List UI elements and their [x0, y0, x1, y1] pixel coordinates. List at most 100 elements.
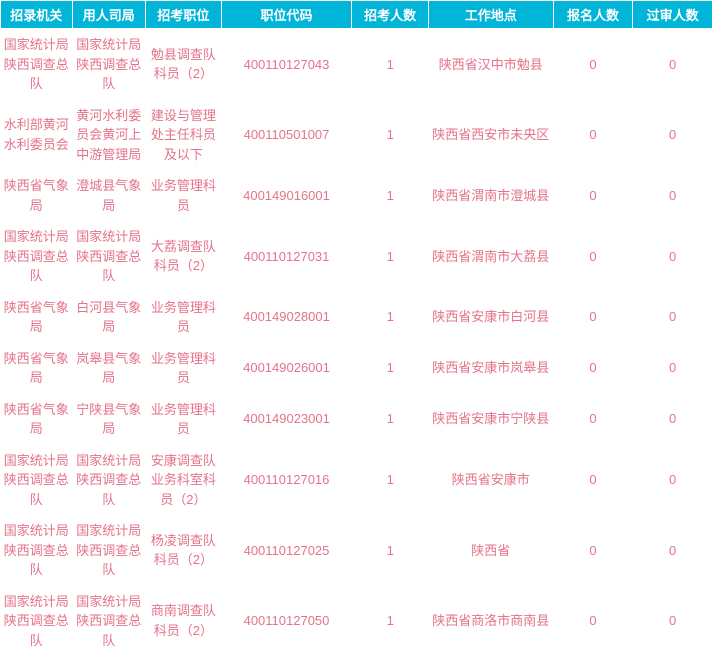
col-header-agency: 招录机关 — [1, 1, 73, 29]
table-cell: 0 — [553, 394, 633, 445]
table-cell: 0 — [553, 343, 633, 394]
table-cell: 业务管理科员 — [146, 170, 222, 221]
table-body: 国家统计局陕西调查总队国家统计局陕西调查总队勉县调查队科员（2）40011012… — [1, 29, 713, 657]
table-cell: 国家统计局陕西调查总队 — [72, 221, 146, 292]
table-cell: 1 — [352, 100, 429, 171]
table-cell: 0 — [633, 343, 713, 394]
table-cell: 400149016001 — [221, 170, 352, 221]
table-cell: 业务管理科员 — [146, 343, 222, 394]
table-cell: 1 — [352, 586, 429, 657]
table-cell: 大荔调查队科员（2） — [146, 221, 222, 292]
table-header-row: 招录机关 用人司局 招考职位 职位代码 招考人数 工作地点 报名人数 过审人数 — [1, 1, 713, 29]
table-cell: 国家统计局陕西调查总队 — [72, 29, 146, 100]
table-cell: 1 — [352, 170, 429, 221]
table-cell: 0 — [633, 29, 713, 100]
table-cell: 400110127050 — [221, 586, 352, 657]
table-cell: 400110127025 — [221, 515, 352, 586]
table-cell: 陕西省气象局 — [1, 170, 73, 221]
table-cell: 陕西省渭南市澄城县 — [428, 170, 553, 221]
table-cell: 400149023001 — [221, 394, 352, 445]
table-cell: 0 — [553, 100, 633, 171]
table-row: 国家统计局陕西调查总队国家统计局陕西调查总队杨凌调查队科员（2）40011012… — [1, 515, 713, 586]
table-cell: 1 — [352, 221, 429, 292]
table-cell: 陕西省 — [428, 515, 553, 586]
table-cell: 国家统计局陕西调查总队 — [1, 29, 73, 100]
table-cell: 安康调查队业务科室科员（2） — [146, 445, 222, 516]
table-row: 国家统计局陕西调查总队国家统计局陕西调查总队勉县调查队科员（2）40011012… — [1, 29, 713, 100]
table-row: 国家统计局陕西调查总队国家统计局陕西调查总队商南调查队科员（2）40011012… — [1, 586, 713, 657]
table-row: 国家统计局陕西调查总队国家统计局陕西调查总队安康调查队业务科室科员（2）4001… — [1, 445, 713, 516]
table-cell: 1 — [352, 445, 429, 516]
table-cell: 1 — [352, 292, 429, 343]
table-cell: 杨凌调查队科员（2） — [146, 515, 222, 586]
col-header-location: 工作地点 — [428, 1, 553, 29]
table-cell: 国家统计局陕西调查总队 — [1, 515, 73, 586]
table-row: 陕西省气象局岚皋县气象局业务管理科员4001490260011陕西省安康市岚皋县… — [1, 343, 713, 394]
table-cell: 0 — [553, 221, 633, 292]
table-cell: 陕西省气象局 — [1, 292, 73, 343]
table-cell: 0 — [553, 292, 633, 343]
table-cell: 陕西省安康市 — [428, 445, 553, 516]
table-cell: 0 — [633, 170, 713, 221]
table-cell: 岚皋县气象局 — [72, 343, 146, 394]
table-cell: 0 — [633, 221, 713, 292]
table-cell: 国家统计局陕西调查总队 — [1, 445, 73, 516]
table-cell: 陕西省安康市白河县 — [428, 292, 553, 343]
recruitment-table: 招录机关 用人司局 招考职位 职位代码 招考人数 工作地点 报名人数 过审人数 … — [0, 0, 713, 656]
table-cell: 陕西省安康市宁陕县 — [428, 394, 553, 445]
table-cell: 业务管理科员 — [146, 394, 222, 445]
table-cell: 0 — [553, 445, 633, 516]
table-cell: 建设与管理处主任科员及以下 — [146, 100, 222, 171]
table-cell: 1 — [352, 515, 429, 586]
table-cell: 0 — [633, 292, 713, 343]
table-cell: 宁陕县气象局 — [72, 394, 146, 445]
table-cell: 陕西省渭南市大荔县 — [428, 221, 553, 292]
table-cell: 国家统计局陕西调查总队 — [1, 586, 73, 657]
table-cell: 商南调查队科员（2） — [146, 586, 222, 657]
table-cell: 0 — [553, 170, 633, 221]
table-cell: 400110127016 — [221, 445, 352, 516]
table-cell: 陕西省西安市未央区 — [428, 100, 553, 171]
table-cell: 陕西省气象局 — [1, 343, 73, 394]
table-cell: 0 — [553, 29, 633, 100]
table-cell: 澄城县气象局 — [72, 170, 146, 221]
table-cell: 0 — [553, 586, 633, 657]
table-cell: 400149028001 — [221, 292, 352, 343]
table-cell: 国家统计局陕西调查总队 — [72, 445, 146, 516]
col-header-department: 用人司局 — [72, 1, 146, 29]
table-cell: 白河县气象局 — [72, 292, 146, 343]
table-cell: 陕西省气象局 — [1, 394, 73, 445]
table-row: 陕西省气象局澄城县气象局业务管理科员4001490160011陕西省渭南市澄城县… — [1, 170, 713, 221]
col-header-approved: 过审人数 — [633, 1, 713, 29]
table-cell: 1 — [352, 29, 429, 100]
table-cell: 400110501007 — [221, 100, 352, 171]
table-row: 陕西省气象局宁陕县气象局业务管理科员4001490230011陕西省安康市宁陕县… — [1, 394, 713, 445]
table-cell: 国家统计局陕西调查总队 — [1, 221, 73, 292]
table-cell: 400110127043 — [221, 29, 352, 100]
table-cell: 国家统计局陕西调查总队 — [72, 515, 146, 586]
table-row: 陕西省气象局白河县气象局业务管理科员4001490280011陕西省安康市白河县… — [1, 292, 713, 343]
table-row: 水利部黄河水利委员会黄河水利委员会黄河上中游管理局建设与管理处主任科员及以下40… — [1, 100, 713, 171]
table-cell: 黄河水利委员会黄河上中游管理局 — [72, 100, 146, 171]
table-cell: 陕西省汉中市勉县 — [428, 29, 553, 100]
col-header-position: 招考职位 — [146, 1, 222, 29]
table-cell: 400110127031 — [221, 221, 352, 292]
table-cell: 0 — [633, 586, 713, 657]
table-cell: 400149026001 — [221, 343, 352, 394]
table-cell: 0 — [633, 445, 713, 516]
table-cell: 1 — [352, 343, 429, 394]
table-cell: 0 — [633, 394, 713, 445]
table-row: 国家统计局陕西调查总队国家统计局陕西调查总队大荔调查队科员（2）40011012… — [1, 221, 713, 292]
table-cell: 勉县调查队科员（2） — [146, 29, 222, 100]
col-header-applicants: 报名人数 — [553, 1, 633, 29]
table-cell: 1 — [352, 394, 429, 445]
table-cell: 0 — [633, 515, 713, 586]
table-cell: 水利部黄河水利委员会 — [1, 100, 73, 171]
table-cell: 国家统计局陕西调查总队 — [72, 586, 146, 657]
table-cell: 陕西省商洛市商南县 — [428, 586, 553, 657]
table-cell: 0 — [633, 100, 713, 171]
col-header-openings: 招考人数 — [352, 1, 429, 29]
table-cell: 业务管理科员 — [146, 292, 222, 343]
col-header-code: 职位代码 — [221, 1, 352, 29]
table-cell: 0 — [553, 515, 633, 586]
